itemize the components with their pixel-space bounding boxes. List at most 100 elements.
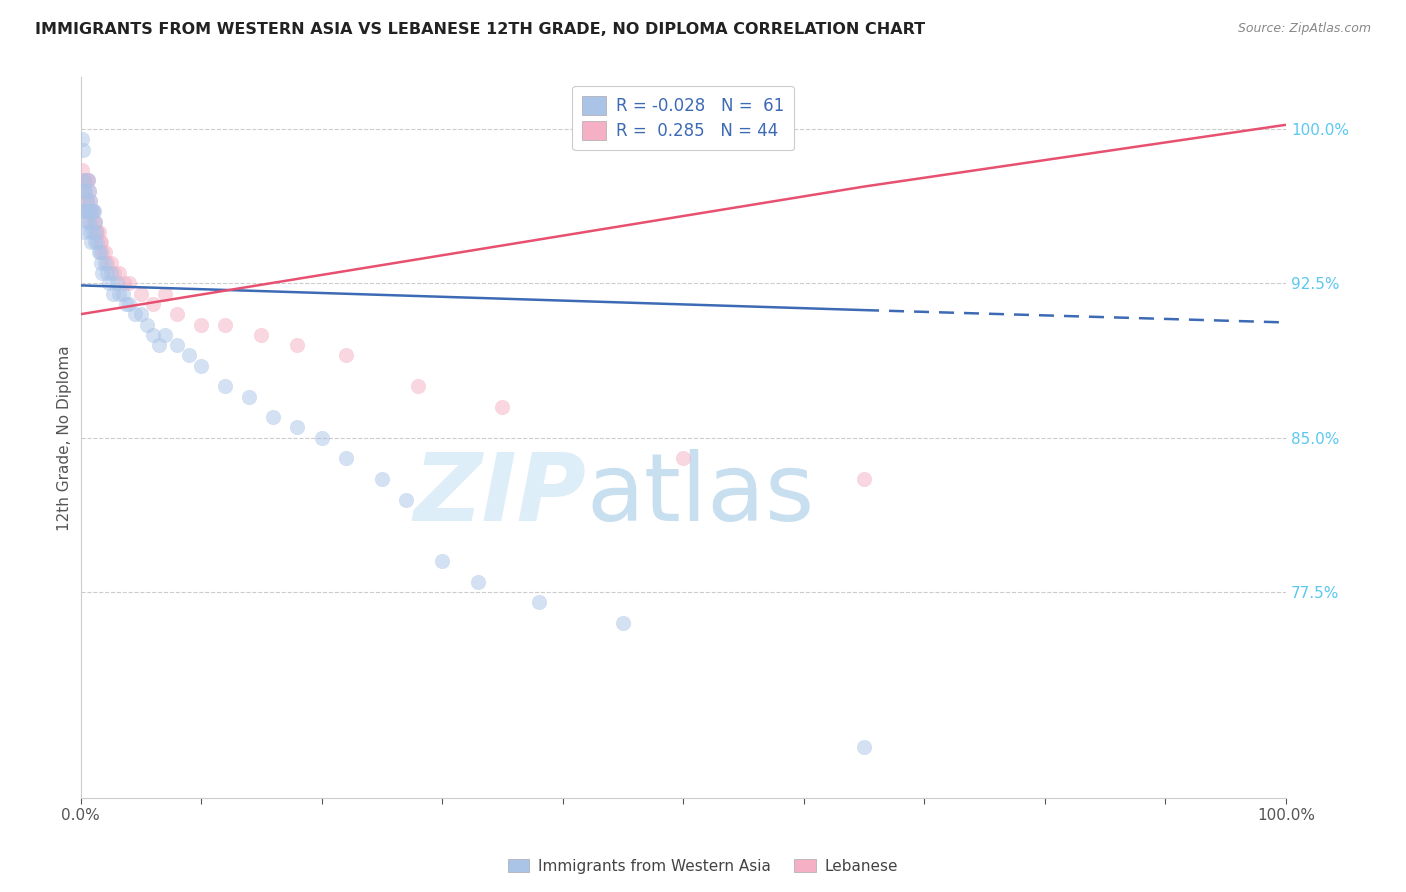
Point <box>129 286 152 301</box>
Point <box>142 297 165 311</box>
Point <box>87 225 110 239</box>
Point <box>214 379 236 393</box>
Point <box>70 163 93 178</box>
Point <box>86 225 108 239</box>
Point <box>75 184 97 198</box>
Point <box>118 297 141 311</box>
Point <box>100 256 122 270</box>
Point <box>76 204 98 219</box>
Point <box>91 266 114 280</box>
Point <box>190 318 212 332</box>
Point <box>73 204 96 219</box>
Point <box>153 286 176 301</box>
Point <box>76 173 98 187</box>
Point <box>214 318 236 332</box>
Legend: R = -0.028   N =  61, R =  0.285   N = 44: R = -0.028 N = 61, R = 0.285 N = 44 <box>572 86 794 150</box>
Point <box>77 184 100 198</box>
Point <box>90 235 112 249</box>
Point <box>75 194 97 208</box>
Point <box>118 277 141 291</box>
Point <box>73 225 96 239</box>
Point <box>82 204 104 219</box>
Point <box>80 235 103 249</box>
Point <box>129 307 152 321</box>
Point <box>108 286 131 301</box>
Point <box>98 277 121 291</box>
Point <box>287 338 309 352</box>
Point <box>395 492 418 507</box>
Point <box>108 266 131 280</box>
Point <box>166 307 188 321</box>
Point <box>287 420 309 434</box>
Point <box>80 204 103 219</box>
Point <box>135 318 157 332</box>
Point <box>75 204 97 219</box>
Point <box>83 214 105 228</box>
Point <box>79 194 101 208</box>
Point <box>142 327 165 342</box>
Point <box>73 184 96 198</box>
Point <box>612 615 634 630</box>
Point <box>76 204 98 219</box>
Point <box>100 266 122 280</box>
Text: Source: ZipAtlas.com: Source: ZipAtlas.com <box>1237 22 1371 36</box>
Point <box>177 348 200 362</box>
Point <box>72 173 94 187</box>
Point <box>105 277 128 291</box>
Point <box>84 225 107 239</box>
Point <box>672 451 695 466</box>
Point <box>77 214 100 228</box>
Point <box>82 225 104 239</box>
Text: ZIP: ZIP <box>413 450 586 541</box>
Point <box>76 173 98 187</box>
Point <box>79 214 101 228</box>
Point <box>124 307 146 321</box>
Point <box>101 286 124 301</box>
Point <box>93 256 115 270</box>
Text: atlas: atlas <box>586 450 815 541</box>
Point <box>491 400 513 414</box>
Point <box>76 173 98 187</box>
Point <box>72 143 94 157</box>
Point <box>853 472 876 486</box>
Point <box>75 173 97 187</box>
Point <box>80 204 103 219</box>
Point <box>84 235 107 249</box>
Point <box>115 297 138 311</box>
Point <box>87 245 110 260</box>
Point <box>91 245 114 260</box>
Point <box>96 266 118 280</box>
Point <box>148 338 170 352</box>
Point <box>76 194 98 208</box>
Point <box>406 379 429 393</box>
Point <box>76 214 98 228</box>
Text: IMMIGRANTS FROM WESTERN ASIA VS LEBANESE 12TH GRADE, NO DIPLOMA CORRELATION CHAR: IMMIGRANTS FROM WESTERN ASIA VS LEBANESE… <box>35 22 925 37</box>
Point <box>467 574 489 589</box>
Point <box>153 327 176 342</box>
Point <box>430 554 453 568</box>
Point <box>79 225 101 239</box>
Point <box>73 184 96 198</box>
Point <box>93 245 115 260</box>
Point <box>79 194 101 208</box>
Point <box>72 204 94 219</box>
Point <box>311 431 333 445</box>
Point <box>853 739 876 754</box>
Point <box>527 595 550 609</box>
Legend: Immigrants from Western Asia, Lebanese: Immigrants from Western Asia, Lebanese <box>502 853 904 880</box>
Point <box>77 184 100 198</box>
Point <box>111 286 134 301</box>
Point <box>335 451 357 466</box>
Point <box>371 472 394 486</box>
Point <box>89 245 111 260</box>
Point <box>82 204 104 219</box>
Point <box>70 132 93 146</box>
Point <box>262 410 284 425</box>
Point <box>112 277 135 291</box>
Point <box>166 338 188 352</box>
Point <box>84 225 107 239</box>
Point <box>89 235 111 249</box>
Point <box>72 173 94 187</box>
Point <box>103 266 125 280</box>
Point <box>76 194 98 208</box>
